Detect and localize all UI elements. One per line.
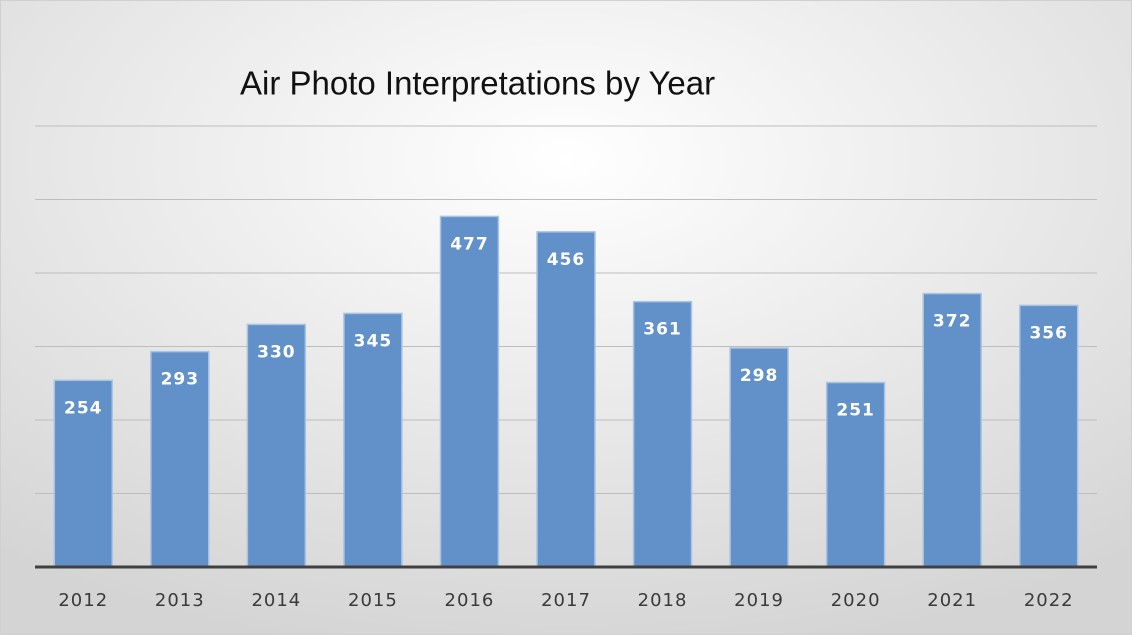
x-tick-label: 2012 xyxy=(58,590,108,611)
x-tick-label: 2019 xyxy=(734,590,784,611)
bar xyxy=(343,312,403,568)
x-tick-label: 2013 xyxy=(155,590,205,611)
data-label: 345 xyxy=(354,331,393,351)
data-label: 298 xyxy=(740,366,779,386)
x-tick-label: 2022 xyxy=(1024,590,1074,611)
bar xyxy=(53,379,113,568)
bar xyxy=(536,231,596,568)
data-label: 293 xyxy=(161,370,200,390)
x-tick-label: 2014 xyxy=(251,590,301,611)
x-tick-label: 2018 xyxy=(638,590,688,611)
bar xyxy=(150,350,210,568)
bar xyxy=(825,381,886,568)
data-label: 251 xyxy=(836,401,875,421)
data-label: 361 xyxy=(643,320,682,340)
bar xyxy=(1019,304,1079,568)
bar xyxy=(922,292,982,568)
x-tick-label: 2016 xyxy=(445,590,495,611)
data-label: 372 xyxy=(933,312,972,332)
data-label: 254 xyxy=(64,398,103,418)
x-tick-label: 2017 xyxy=(541,590,591,611)
bar xyxy=(632,300,693,568)
x-tick-label: 2020 xyxy=(831,590,881,611)
bar xyxy=(729,347,789,568)
x-tick-label: 2015 xyxy=(348,590,398,611)
data-label: 356 xyxy=(1029,323,1068,343)
bar xyxy=(439,215,500,568)
data-label: 330 xyxy=(257,342,296,362)
data-label: 477 xyxy=(450,234,489,254)
bar xyxy=(246,323,307,568)
data-label: 456 xyxy=(547,250,586,270)
x-tick-label: 2021 xyxy=(927,590,977,611)
chart-title: Air Photo Interpretations by Year xyxy=(240,65,715,102)
